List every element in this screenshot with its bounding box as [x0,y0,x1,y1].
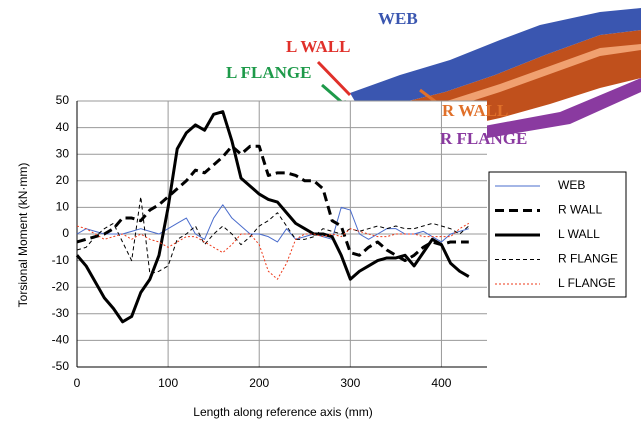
legend-label: WEB [558,178,585,192]
annotation: L WALL [286,37,350,56]
annotation: R WALL [442,101,508,120]
annotation: R FLANGE [440,129,527,148]
annotation: L FLANGE [226,63,312,82]
x-tick-label: 200 [249,376,269,390]
legend-label: R FLANGE [558,252,618,266]
annotation: WEB [378,9,418,28]
x-tick-label: 300 [340,376,360,390]
legend-label: L FLANGE [558,276,616,290]
y-tick-label: -30 [52,306,70,320]
y-tick-label: 30 [56,146,70,160]
chart: Torsional Moment (kN·mm) Length along re… [0,0,641,428]
y-tick-label: 0 [62,226,69,240]
y-tick-label: -10 [52,253,70,267]
x-axis-label: Length along reference axis (mm) [193,405,372,419]
y-tick-label: -20 [52,279,70,293]
x-tick-label: 100 [158,376,178,390]
y-tick-label: -40 [52,333,70,347]
x-tick-label: 0 [74,376,81,390]
legend-label: L WALL [558,227,600,241]
x-tick-label: 400 [431,376,451,390]
y-tick-label: 10 [56,200,70,214]
y-tick-label: -50 [52,359,70,373]
y-axis-label: Torsional Moment (kN·mm) [16,163,30,308]
legend-label: R WALL [558,203,603,217]
y-tick-label: 40 [56,120,70,134]
y-tick-label: 50 [56,93,70,107]
y-tick-label: 20 [56,173,70,187]
